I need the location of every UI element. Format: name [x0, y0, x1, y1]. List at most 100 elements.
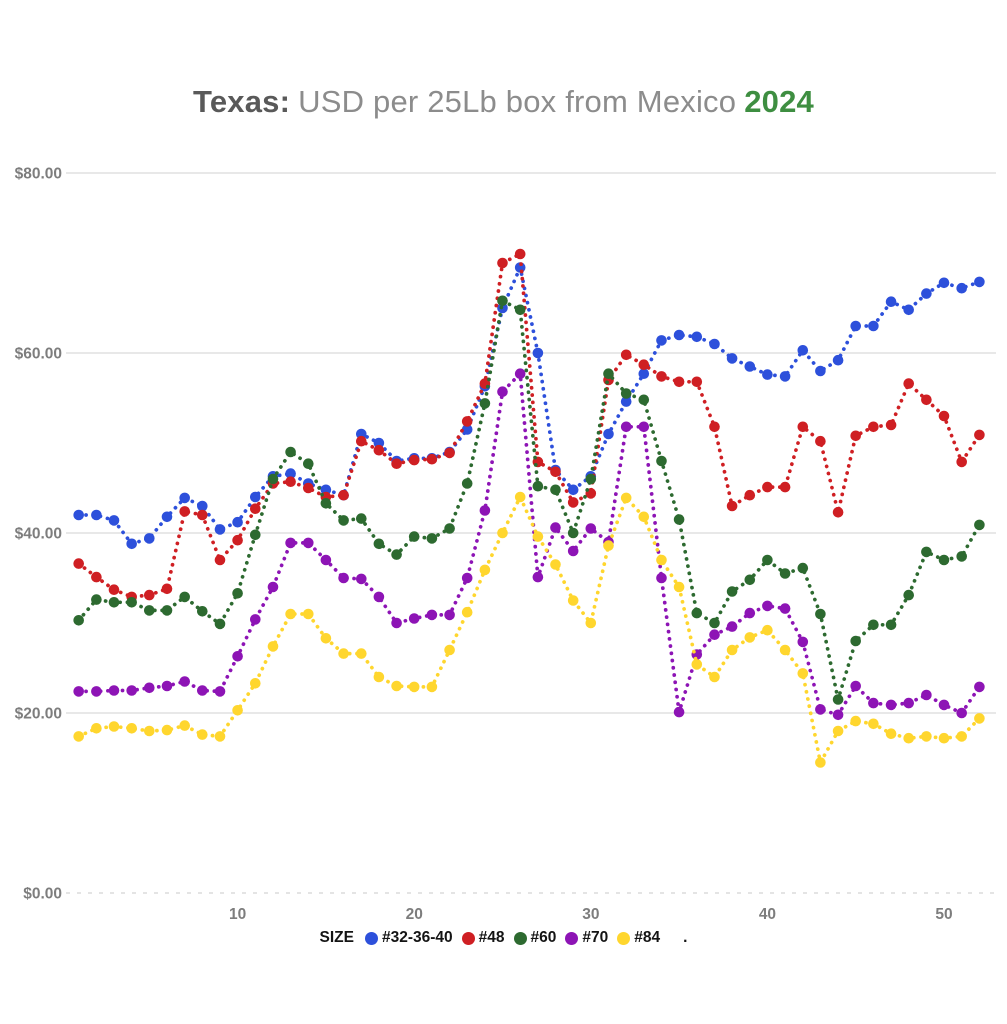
data-point — [408, 454, 420, 466]
data-point — [303, 458, 314, 470]
data-point — [709, 617, 720, 629]
y-tick-label: $40.00 — [15, 526, 62, 543]
data-point — [73, 615, 84, 626]
data-point — [408, 613, 420, 624]
data-point — [267, 473, 279, 485]
data-point — [921, 288, 932, 299]
data-point — [179, 492, 190, 504]
data-point — [197, 500, 208, 512]
legend-item-#32-36-40: #32-36-40 — [364, 929, 453, 947]
legend-label: #84 — [634, 929, 661, 946]
data-point — [550, 559, 561, 570]
data-point — [514, 304, 526, 316]
data-point — [779, 371, 791, 382]
data-point — [161, 605, 173, 616]
data-point — [567, 545, 579, 557]
data-point — [250, 614, 261, 625]
data-point — [444, 447, 455, 459]
title-region: Texas: — [193, 84, 291, 119]
data-point — [532, 571, 544, 583]
data-point — [285, 608, 296, 620]
data-point — [444, 644, 455, 656]
legend-swatch-icon — [364, 931, 378, 945]
data-point — [91, 723, 102, 734]
data-point — [479, 564, 491, 576]
data-point — [320, 498, 332, 509]
data-point — [197, 729, 208, 740]
data-point — [91, 509, 102, 521]
data-point — [797, 636, 809, 648]
data-point — [797, 668, 809, 679]
data-point — [108, 597, 120, 608]
data-point — [320, 554, 332, 566]
legend-label: #60 — [530, 929, 557, 946]
data-point — [338, 515, 349, 526]
data-point — [585, 473, 597, 485]
data-point — [144, 589, 155, 601]
data-point — [426, 609, 438, 621]
x-tick-label: 10 — [229, 906, 246, 923]
data-point — [638, 394, 650, 406]
series-#60 — [73, 295, 985, 705]
data-point — [144, 682, 155, 694]
data-point — [691, 331, 703, 343]
data-point — [709, 671, 720, 683]
data-point — [285, 468, 296, 479]
legend-swatch-icon — [565, 931, 579, 945]
title-subject: USD per 25Lb box from Mexico — [298, 84, 737, 119]
data-point — [161, 583, 173, 595]
data-point — [144, 605, 155, 616]
data-point — [356, 648, 367, 659]
data-point — [709, 338, 720, 350]
data-point — [320, 633, 332, 644]
data-point — [726, 621, 738, 632]
data-point — [356, 513, 367, 524]
legend-trailing-dot: . — [683, 929, 688, 946]
data-point — [497, 295, 508, 307]
data-point — [373, 538, 385, 550]
data-point — [903, 732, 914, 744]
data-point — [868, 421, 879, 433]
data-point — [285, 446, 296, 458]
data-point — [373, 591, 385, 603]
data-point — [550, 484, 561, 496]
data-point — [974, 429, 985, 441]
data-point — [126, 538, 137, 550]
y-axis-labels: $80.00 $60.00 $40.00 $20.00 $0.00 — [15, 166, 62, 903]
data-point — [567, 484, 579, 496]
data-point — [461, 424, 473, 435]
data-point — [974, 276, 985, 288]
data-point — [726, 353, 738, 364]
data-point — [974, 713, 985, 724]
data-point — [850, 320, 861, 332]
data-point — [744, 361, 756, 372]
data-point — [903, 304, 914, 316]
x-tick-label: 20 — [406, 906, 423, 923]
data-point — [726, 500, 738, 512]
data-point — [603, 368, 614, 380]
data-point — [815, 435, 826, 447]
data-point — [868, 320, 879, 332]
data-point — [885, 728, 897, 739]
data-point — [285, 476, 296, 488]
y-tick-label: $0.00 — [23, 886, 62, 903]
data-point — [567, 497, 579, 508]
data-point — [815, 757, 826, 768]
legend-swatch-icon — [617, 931, 631, 945]
data-point — [373, 671, 385, 683]
chart-legend: SIZE #32-36-40 #48 #60 #70 #84 . — [0, 929, 1007, 947]
data-point — [214, 686, 226, 697]
series-line — [76, 369, 982, 717]
data-point — [921, 731, 932, 742]
data-point — [108, 584, 120, 595]
data-point — [850, 680, 861, 692]
data-point — [903, 697, 914, 709]
data-point — [303, 537, 314, 549]
gridlines — [66, 172, 996, 894]
data-point — [691, 376, 703, 388]
data-point — [797, 562, 809, 574]
data-point — [868, 718, 879, 730]
data-point — [691, 607, 703, 619]
data-point — [214, 618, 226, 630]
